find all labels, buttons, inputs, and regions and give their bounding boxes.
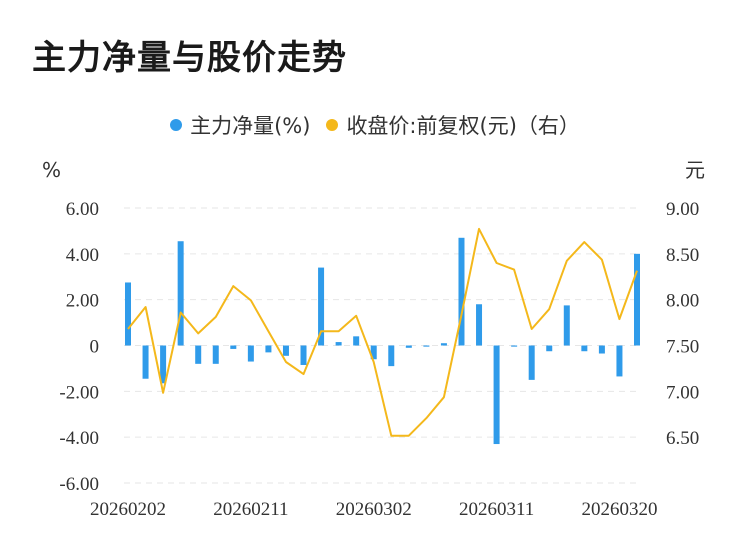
line-series <box>127 227 638 437</box>
bar[interactable] <box>282 345 289 356</box>
legend-item-line[interactable]: 收盘价:前复权(元)（右） <box>326 110 580 140</box>
chart-title: 主力净量与股价走势 <box>32 38 347 78</box>
bar[interactable] <box>634 253 640 346</box>
bar[interactable] <box>458 237 465 346</box>
x-tick-label: 20260320 <box>581 499 657 520</box>
bar[interactable] <box>388 345 395 367</box>
right-axis-unit: 元 <box>685 158 705 182</box>
right-tick-label: 7.00 <box>666 382 699 403</box>
left-axis-unit: % <box>42 158 61 182</box>
bar[interactable] <box>318 267 325 346</box>
bar[interactable] <box>353 336 360 346</box>
x-tick-label: 20260211 <box>213 499 288 520</box>
bar[interactable] <box>335 342 342 346</box>
bar[interactable] <box>511 345 518 347</box>
bar[interactable] <box>160 345 167 384</box>
legend-bar-label: 主力净量(%) <box>190 114 311 138</box>
right-tick-label: 8.50 <box>666 245 699 266</box>
bar[interactable] <box>125 282 131 346</box>
bar[interactable] <box>212 345 219 364</box>
bar[interactable] <box>476 304 483 346</box>
legend: 主力净量(%) 收盘价:前复权(元)（右） <box>0 110 750 140</box>
grid-lines <box>124 207 641 484</box>
bar[interactable] <box>493 345 500 445</box>
bar[interactable] <box>265 345 272 353</box>
left-tick-label: 0 <box>90 337 100 358</box>
legend-bar-dot-icon <box>170 119 183 131</box>
bar[interactable] <box>195 345 202 364</box>
left-tick-label: 2.00 <box>66 291 99 312</box>
bar[interactable] <box>563 305 570 346</box>
bar[interactable] <box>142 345 149 379</box>
right-tick-label: 7.50 <box>666 337 699 358</box>
bar[interactable] <box>598 345 605 354</box>
price-line[interactable] <box>127 227 638 437</box>
left-tick-label: -4.00 <box>59 428 99 449</box>
bar[interactable] <box>230 345 237 349</box>
bar[interactable] <box>546 345 553 352</box>
legend-line-label: 收盘价:前复权(元)（右） <box>346 114 580 138</box>
x-tick-label: 20260202 <box>90 499 166 520</box>
right-tick-label: 9.00 <box>666 199 699 220</box>
bar[interactable] <box>247 345 254 362</box>
legend-line-dot-icon <box>326 119 339 131</box>
bar[interactable] <box>440 343 447 346</box>
legend-item-bar[interactable]: 主力净量(%) <box>170 110 310 140</box>
right-tick-label: 8.00 <box>666 291 699 312</box>
x-tick-label: 20260302 <box>336 499 412 520</box>
bar[interactable] <box>405 345 412 348</box>
bar[interactable] <box>370 345 377 360</box>
bar[interactable] <box>581 345 588 352</box>
left-tick-label: 6.00 <box>66 199 99 220</box>
left-tick-label: 4.00 <box>66 245 99 266</box>
left-tick-label: -2.00 <box>59 382 99 403</box>
x-tick-label: 20260311 <box>459 499 534 520</box>
bar[interactable] <box>177 241 184 346</box>
bar[interactable] <box>616 345 623 377</box>
bar-series <box>125 237 640 445</box>
left-tick-label: -6.00 <box>59 474 99 495</box>
bar[interactable] <box>423 345 430 347</box>
bar[interactable] <box>300 345 307 365</box>
axis-labels: 6.00 9.00 4.00 8.50 2.00 8.00 0 7.50 -2.00 7.00 -4… <box>59 199 699 520</box>
right-tick-label: 6.50 <box>666 428 699 449</box>
bar[interactable] <box>528 345 535 380</box>
